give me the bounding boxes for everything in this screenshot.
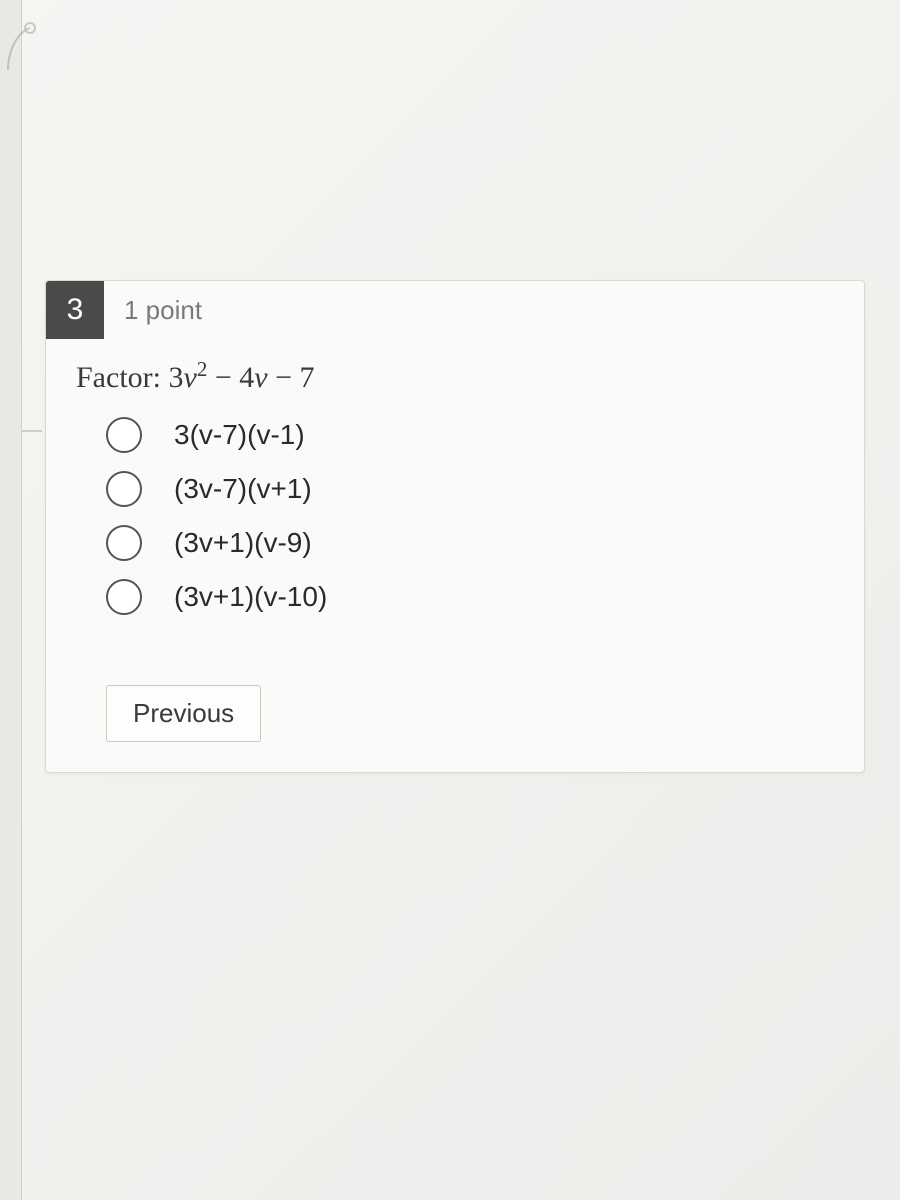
option-row[interactable]: (3v-7)(v+1) [106,471,834,507]
corner-decoration [0,20,45,80]
question-prompt: Factor: 3v2 − 4v − 7 [76,357,834,395]
option-row[interactable]: 3(v-7)(v-1) [106,417,834,453]
option-row[interactable]: (3v+1)(v-10) [106,579,834,615]
option-text: (3v-7)(v+1) [174,473,312,505]
prompt-expression: 3v2 − 4v − 7 [168,361,314,394]
option-text: (3v+1)(v-10) [174,581,327,613]
radio-icon[interactable] [106,579,142,615]
question-number-badge: 3 [46,281,104,339]
question-number-text: 3 [67,293,84,327]
previous-button[interactable]: Previous [106,685,261,742]
page-wrapper: 3 1 point Factor: 3v2 − 4v − 7 3(v-7)(v-… [0,0,900,1200]
side-divider [22,430,42,432]
options-list: 3(v-7)(v-1) (3v-7)(v+1) (3v+1)(v-9) (3v+… [76,417,834,615]
option-row[interactable]: (3v+1)(v-9) [106,525,834,561]
option-text: 3(v-7)(v-1) [174,419,305,451]
question-card: 3 1 point Factor: 3v2 − 4v − 7 3(v-7)(v-… [45,280,865,773]
question-body: Factor: 3v2 − 4v − 7 3(v-7)(v-1) (3v-7)(… [46,339,864,742]
points-label: 1 point [124,295,202,326]
prompt-prefix: Factor: [76,361,168,394]
option-text: (3v+1)(v-9) [174,527,312,559]
left-rail [0,0,22,1200]
question-header: 3 1 point [46,281,864,339]
radio-icon[interactable] [106,417,142,453]
radio-icon[interactable] [106,525,142,561]
radio-icon[interactable] [106,471,142,507]
